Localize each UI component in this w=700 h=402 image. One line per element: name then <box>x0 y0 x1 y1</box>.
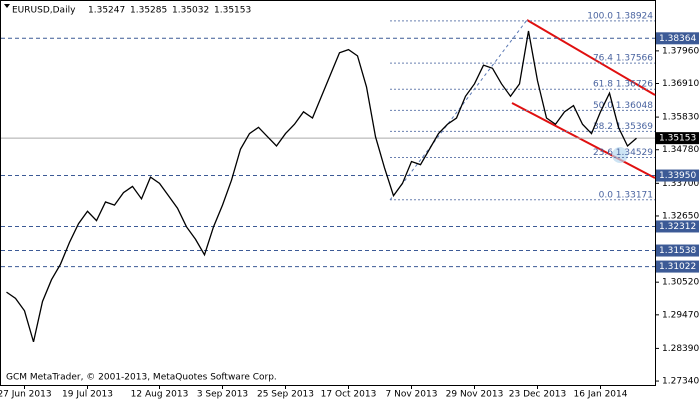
price-label: 1.35153 <box>659 134 696 144</box>
level-label: 1.38364 <box>659 34 696 44</box>
fib-ratio: 100.0 <box>587 11 613 21</box>
low: 1.35032 <box>172 6 209 16</box>
fib-ratio: 76.4 <box>593 54 613 64</box>
y-tick-label: 1.27340 <box>662 377 699 387</box>
level-box <box>656 260 699 273</box>
level-box <box>656 169 699 182</box>
level-label: 1.33950 <box>659 171 696 181</box>
fib-price: 1.33171 <box>616 190 653 200</box>
fib-price: 1.37566 <box>616 54 653 64</box>
header: EURUSD,Daily 1.35247 1.35285 1.35032 1.3… <box>12 6 251 16</box>
y-tick-label: 1.36910 <box>662 79 699 89</box>
open: 1.35247 <box>88 6 125 16</box>
level-box <box>656 32 699 45</box>
x-tick-label: 7 Nov 2013 <box>386 390 438 400</box>
y-tick-label: 1.37960 <box>662 46 699 56</box>
y-tick-label: 1.30520 <box>662 278 699 288</box>
level-label: 1.31022 <box>659 262 696 272</box>
level-label: 1.31538 <box>659 246 696 256</box>
highlight <box>612 147 628 163</box>
fib-price: 1.34529 <box>616 148 653 158</box>
x-tick-label: 12 Aug 2013 <box>131 390 189 400</box>
high: 1.35285 <box>130 6 167 16</box>
x-tick-label: 25 Sep 2013 <box>257 390 314 400</box>
y-tick-label: 1.29470 <box>662 310 699 320</box>
channel-lower <box>511 102 656 179</box>
level-box <box>656 244 699 257</box>
footer: GCM MetaTrader, © 2001-2013, MetaQuotes … <box>6 373 277 383</box>
symbol: EURUSD,Daily <box>12 6 76 16</box>
fib-ratio: 0.0 <box>599 190 614 200</box>
x-tick-label: 23 Dec 2013 <box>509 390 567 400</box>
price-line-series <box>6 30 637 343</box>
fib-ratio: 61.8 <box>593 80 613 90</box>
plot-frame <box>0 0 656 386</box>
y-tick-label: 1.35830 <box>662 113 699 123</box>
fib-price: 1.36726 <box>616 80 653 90</box>
x-tick-label: 29 Nov 2013 <box>446 390 504 400</box>
y-tick-label: 1.32650 <box>662 211 699 221</box>
y-tick-label: 1.28390 <box>662 344 699 354</box>
x-tick-label: 16 Jan 2014 <box>574 390 628 400</box>
x-tick-label: 19 Jul 2013 <box>62 390 113 400</box>
y-tick-label: 1.33700 <box>662 179 699 189</box>
channel-upper <box>526 19 656 96</box>
x-tick-label: 3 Sep 2013 <box>197 390 248 400</box>
price-box <box>656 132 699 145</box>
y-tick-label: 1.34780 <box>662 145 699 155</box>
fib-ratio: 38.2 <box>593 122 613 132</box>
fib-price: 1.35369 <box>616 122 653 132</box>
x-tick-label: 17 Oct 2013 <box>321 390 377 400</box>
close: 1.35153 <box>214 6 251 16</box>
x-tick-label: 27 Jun 2013 <box>0 390 52 400</box>
header-icon <box>4 4 10 8</box>
fib-price: 1.36048 <box>616 101 653 111</box>
fib-price: 1.38924 <box>616 11 653 21</box>
fib-trend <box>389 19 528 201</box>
level-label: 1.32312 <box>659 222 696 232</box>
fib-ratio: 23.6 <box>593 148 613 158</box>
level-box <box>656 220 699 233</box>
